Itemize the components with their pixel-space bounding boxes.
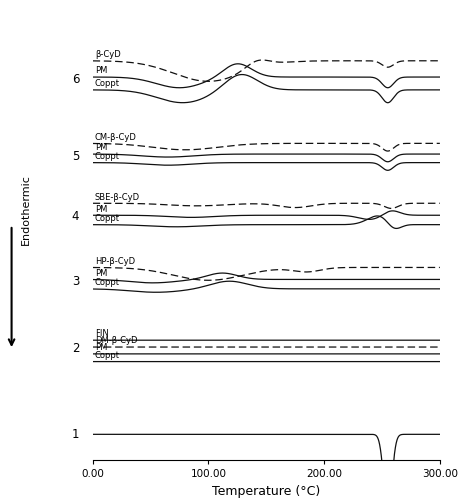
Text: HP-β-CyD: HP-β-CyD [95,256,135,266]
Text: Coppt: Coppt [95,278,120,287]
Text: 6: 6 [72,72,79,86]
Text: β-CyD: β-CyD [95,50,121,58]
Text: PM: PM [95,343,107,352]
Text: 4: 4 [72,210,79,222]
Text: PM: PM [95,144,107,152]
Text: 1: 1 [72,428,79,441]
Text: Coppt: Coppt [95,214,120,223]
Text: 2: 2 [72,342,79,355]
Text: 5: 5 [72,150,79,162]
Text: 3: 3 [72,274,79,287]
Text: Coppt: Coppt [95,351,120,360]
Text: FIN: FIN [95,330,109,338]
Text: Coppt: Coppt [95,78,120,88]
Text: Endothermic: Endothermic [20,174,31,246]
X-axis label: Temperature (°C): Temperature (°C) [212,484,320,498]
Text: CM-β-CyD: CM-β-CyD [95,132,137,141]
Text: PM: PM [95,204,107,214]
Text: SBE-β-CyD: SBE-β-CyD [95,192,140,202]
Text: DM-β-CyD: DM-β-CyD [95,336,138,345]
Text: Coppt: Coppt [95,152,120,161]
Text: PM: PM [95,268,107,278]
Text: PM: PM [95,66,107,75]
